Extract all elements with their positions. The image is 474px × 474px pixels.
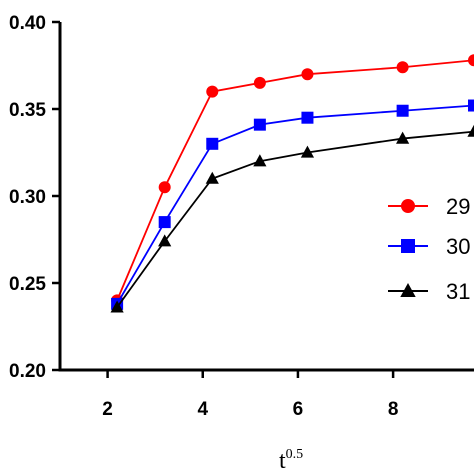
- data-point: [396, 131, 410, 144]
- series-line: [116, 104, 474, 305]
- y-tick-label: 0.25: [9, 274, 46, 295]
- y-tick-label: 0.35: [9, 100, 46, 121]
- legend: 29 30 31: [388, 194, 470, 304]
- y-tick-label: 0.30: [9, 187, 46, 208]
- data-point: [158, 234, 172, 247]
- legend-label: 31: [446, 279, 470, 304]
- y-tick-label: 0.20: [9, 361, 46, 382]
- legend-item-31: 31: [388, 279, 470, 304]
- data-point: [206, 137, 219, 150]
- data-point: [253, 154, 267, 167]
- data-point: [301, 68, 314, 81]
- data-point: [158, 216, 171, 229]
- series-30: [111, 99, 474, 310]
- legend-label: 29: [446, 194, 470, 219]
- data-point: [300, 145, 315, 158]
- x-axis-label-base: t: [279, 448, 286, 474]
- x-tick-label: 8: [388, 399, 399, 420]
- data-point: [396, 61, 409, 74]
- y-tick-label: 0.40: [9, 13, 46, 34]
- x-tick-label: 4: [197, 399, 208, 420]
- data-point: [253, 76, 266, 89]
- data-point: [158, 181, 171, 194]
- series-29: [111, 54, 474, 307]
- x-axis-label-superscript: 0.5: [286, 447, 304, 462]
- x-tick-label: 2: [102, 399, 113, 420]
- data-point: [205, 171, 219, 184]
- data-point: [253, 118, 266, 131]
- data-point: [301, 111, 314, 124]
- axes: 0.20 0.25 0.30 0.35 0.40 2 4 6 8: [9, 13, 474, 420]
- data-point: [110, 300, 124, 313]
- data-point: [468, 99, 474, 112]
- legend-marker: [401, 199, 415, 213]
- x-tick-label: 6: [293, 399, 304, 420]
- data-point: [396, 104, 409, 117]
- legend-marker: [401, 239, 415, 253]
- legend-label: 30: [446, 234, 470, 259]
- legend-item-30: 30: [388, 234, 470, 259]
- series-line: [116, 59, 474, 301]
- legend-item-29: 29: [388, 194, 470, 219]
- legend-marker: [400, 282, 416, 298]
- x-axis-label: t0.5: [279, 447, 303, 474]
- data-point: [206, 85, 219, 98]
- data-point: [468, 54, 474, 67]
- data-point: [467, 124, 474, 137]
- series-31: [110, 124, 474, 313]
- series-layer: [110, 54, 474, 313]
